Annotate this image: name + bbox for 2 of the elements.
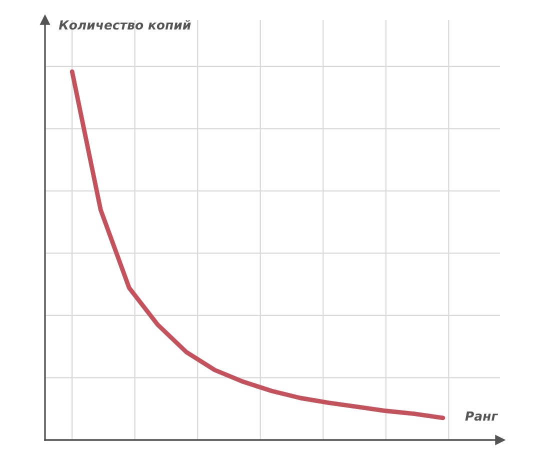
x-axis-title: Ранг xyxy=(465,411,498,421)
y-axis-title: Количество копий xyxy=(58,20,191,30)
